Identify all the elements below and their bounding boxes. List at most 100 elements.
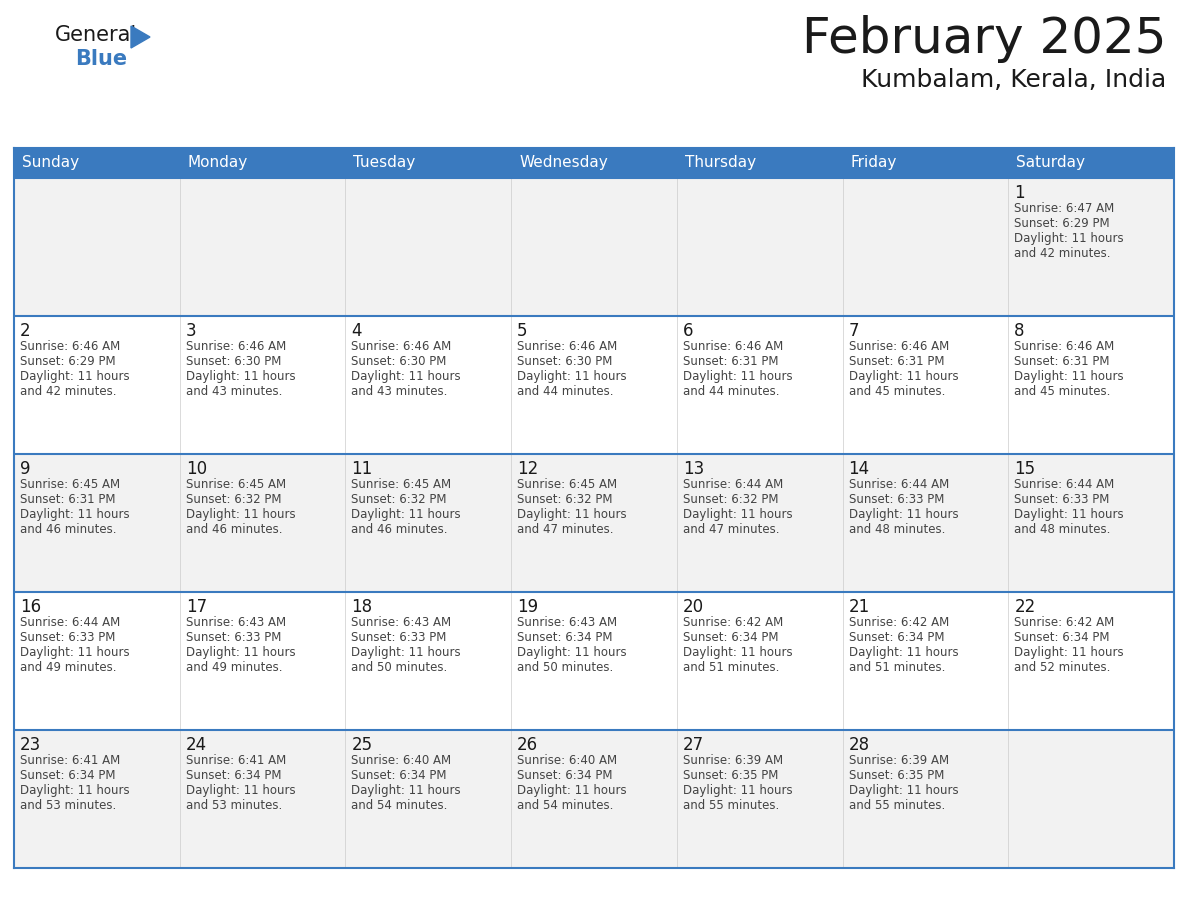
Text: 15: 15 [1015,460,1036,478]
Text: 25: 25 [352,736,373,754]
Text: Sunrise: 6:46 AM: Sunrise: 6:46 AM [683,340,783,353]
Text: Wednesday: Wednesday [519,155,608,171]
Text: Daylight: 11 hours: Daylight: 11 hours [1015,370,1124,383]
Text: 11: 11 [352,460,373,478]
Text: Daylight: 11 hours: Daylight: 11 hours [352,508,461,521]
Text: Daylight: 11 hours: Daylight: 11 hours [20,370,129,383]
Text: Sunset: 6:32 PM: Sunset: 6:32 PM [683,493,778,506]
Text: and 48 minutes.: and 48 minutes. [1015,523,1111,536]
Text: Kumbalam, Kerala, India: Kumbalam, Kerala, India [861,68,1165,92]
Text: and 54 minutes.: and 54 minutes. [517,799,613,812]
Text: Sunrise: 6:43 AM: Sunrise: 6:43 AM [352,616,451,629]
Text: Sunrise: 6:40 AM: Sunrise: 6:40 AM [517,754,618,767]
Text: Daylight: 11 hours: Daylight: 11 hours [352,784,461,797]
Text: Sunrise: 6:45 AM: Sunrise: 6:45 AM [20,478,120,491]
Text: Tuesday: Tuesday [353,155,416,171]
Text: Sunset: 6:33 PM: Sunset: 6:33 PM [185,631,282,644]
Text: Daylight: 11 hours: Daylight: 11 hours [848,370,959,383]
Text: and 55 minutes.: and 55 minutes. [848,799,944,812]
Text: Sunset: 6:34 PM: Sunset: 6:34 PM [683,631,778,644]
Text: Sunrise: 6:43 AM: Sunrise: 6:43 AM [517,616,618,629]
Bar [14,730,1174,868]
Text: 18: 18 [352,598,373,616]
Text: Sunset: 6:31 PM: Sunset: 6:31 PM [848,355,944,368]
Text: and 50 minutes.: and 50 minutes. [517,661,613,674]
Text: Sunset: 6:34 PM: Sunset: 6:34 PM [517,769,613,782]
Text: Sunrise: 6:46 AM: Sunrise: 6:46 AM [848,340,949,353]
Bar [14,178,1174,316]
Text: and 49 minutes.: and 49 minutes. [185,661,283,674]
Text: and 44 minutes.: and 44 minutes. [683,385,779,398]
Text: 23: 23 [20,736,42,754]
Text: Sunset: 6:33 PM: Sunset: 6:33 PM [352,631,447,644]
Text: Daylight: 11 hours: Daylight: 11 hours [683,784,792,797]
Text: Sunrise: 6:44 AM: Sunrise: 6:44 AM [20,616,120,629]
Text: Sunset: 6:29 PM: Sunset: 6:29 PM [1015,217,1110,230]
Text: 17: 17 [185,598,207,616]
Text: and 46 minutes.: and 46 minutes. [185,523,283,536]
Text: Sunset: 6:32 PM: Sunset: 6:32 PM [517,493,613,506]
Text: Sunset: 6:31 PM: Sunset: 6:31 PM [20,493,115,506]
Text: Sunrise: 6:44 AM: Sunrise: 6:44 AM [848,478,949,491]
Text: Daylight: 11 hours: Daylight: 11 hours [683,370,792,383]
Text: 20: 20 [683,598,704,616]
Text: Thursday: Thursday [684,155,756,171]
Text: Daylight: 11 hours: Daylight: 11 hours [185,646,296,659]
Text: 3: 3 [185,322,196,340]
Text: Sunrise: 6:42 AM: Sunrise: 6:42 AM [1015,616,1114,629]
Bar [1009,148,1174,178]
Text: and 53 minutes.: and 53 minutes. [185,799,282,812]
Text: 7: 7 [848,322,859,340]
Text: Sunset: 6:34 PM: Sunset: 6:34 PM [1015,631,1110,644]
Text: and 51 minutes.: and 51 minutes. [683,661,779,674]
Text: Sunset: 6:33 PM: Sunset: 6:33 PM [1015,493,1110,506]
Bar [14,316,1174,454]
Text: Sunset: 6:34 PM: Sunset: 6:34 PM [848,631,944,644]
Text: Daylight: 11 hours: Daylight: 11 hours [683,646,792,659]
Text: and 42 minutes.: and 42 minutes. [20,385,116,398]
Text: Daylight: 11 hours: Daylight: 11 hours [185,784,296,797]
Text: Sunset: 6:34 PM: Sunset: 6:34 PM [185,769,282,782]
Text: Sunrise: 6:46 AM: Sunrise: 6:46 AM [517,340,618,353]
Text: Sunset: 6:31 PM: Sunset: 6:31 PM [1015,355,1110,368]
Text: Daylight: 11 hours: Daylight: 11 hours [517,508,627,521]
Text: Sunrise: 6:46 AM: Sunrise: 6:46 AM [352,340,451,353]
Bar [511,148,677,178]
Text: Sunrise: 6:41 AM: Sunrise: 6:41 AM [185,754,286,767]
Text: February 2025: February 2025 [802,15,1165,63]
Text: General: General [55,25,138,45]
Text: Daylight: 11 hours: Daylight: 11 hours [20,646,129,659]
Text: and 44 minutes.: and 44 minutes. [517,385,614,398]
Text: Blue: Blue [75,49,127,69]
Text: Sunset: 6:35 PM: Sunset: 6:35 PM [683,769,778,782]
Text: Sunday: Sunday [23,155,80,171]
Text: Sunrise: 6:39 AM: Sunrise: 6:39 AM [683,754,783,767]
Text: and 45 minutes.: and 45 minutes. [848,385,944,398]
Text: Daylight: 11 hours: Daylight: 11 hours [517,784,627,797]
Text: and 45 minutes.: and 45 minutes. [1015,385,1111,398]
Text: Sunset: 6:34 PM: Sunset: 6:34 PM [20,769,115,782]
Text: Sunrise: 6:40 AM: Sunrise: 6:40 AM [352,754,451,767]
Text: and 51 minutes.: and 51 minutes. [848,661,944,674]
Text: Daylight: 11 hours: Daylight: 11 hours [1015,508,1124,521]
Text: Daylight: 11 hours: Daylight: 11 hours [185,508,296,521]
Bar [346,148,511,178]
Text: Sunset: 6:33 PM: Sunset: 6:33 PM [20,631,115,644]
Text: 14: 14 [848,460,870,478]
Text: Sunrise: 6:39 AM: Sunrise: 6:39 AM [848,754,949,767]
Text: 26: 26 [517,736,538,754]
Text: and 54 minutes.: and 54 minutes. [352,799,448,812]
Text: and 49 minutes.: and 49 minutes. [20,661,116,674]
Bar [14,148,179,178]
Text: Sunrise: 6:47 AM: Sunrise: 6:47 AM [1015,202,1114,215]
Text: Sunrise: 6:46 AM: Sunrise: 6:46 AM [185,340,286,353]
Text: 2: 2 [20,322,31,340]
Text: Daylight: 11 hours: Daylight: 11 hours [20,508,129,521]
Text: Daylight: 11 hours: Daylight: 11 hours [848,508,959,521]
Text: and 42 minutes.: and 42 minutes. [1015,247,1111,260]
Text: and 47 minutes.: and 47 minutes. [683,523,779,536]
Text: Sunset: 6:32 PM: Sunset: 6:32 PM [185,493,282,506]
Text: and 50 minutes.: and 50 minutes. [352,661,448,674]
Text: and 53 minutes.: and 53 minutes. [20,799,116,812]
Bar [677,148,842,178]
